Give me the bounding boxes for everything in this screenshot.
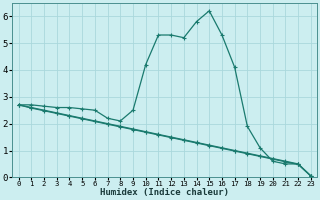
X-axis label: Humidex (Indice chaleur): Humidex (Indice chaleur) <box>100 188 229 197</box>
